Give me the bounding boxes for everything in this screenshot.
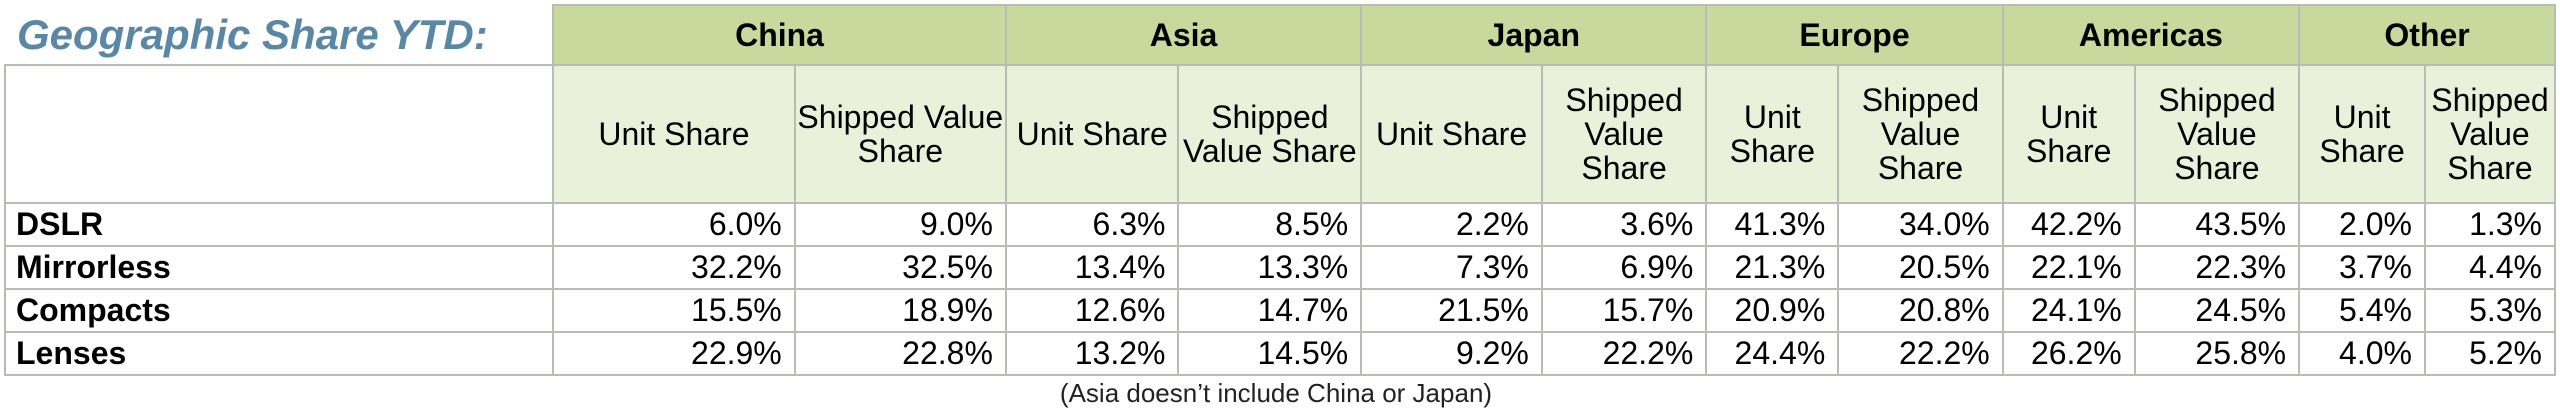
table-cell: 4.0% xyxy=(2298,331,2426,376)
table-cell: 1.3% xyxy=(2423,202,2557,247)
table-cell: 5.4% xyxy=(2298,288,2426,333)
table-cell: 13.2% xyxy=(1004,331,1180,376)
table-cell: 6.9% xyxy=(1540,245,1708,290)
table-cell: 2.0% xyxy=(2298,202,2426,247)
table-cell: 22.2% xyxy=(1540,331,1708,376)
table-cell: 22.9% xyxy=(552,331,796,376)
table-cell: 13.3% xyxy=(1177,245,1363,290)
table-cell: 7.3% xyxy=(1360,245,1543,290)
column-header: Shipped Value Share xyxy=(1540,64,1708,204)
table-cell: 20.5% xyxy=(1837,245,2004,290)
table-cell: 6.0% xyxy=(552,202,796,247)
table-cell: 32.5% xyxy=(793,245,1007,290)
row-label: Mirrorless xyxy=(3,245,555,290)
table-cell: 42.2% xyxy=(2001,202,2136,247)
table-cell: 3.7% xyxy=(2298,245,2426,290)
table-cell: 9.2% xyxy=(1360,331,1543,376)
column-header: Shipped Value Share xyxy=(2133,64,2301,204)
table-cell: 5.3% xyxy=(2423,288,2557,333)
table-row: Mirrorless 32.2% 32.5% 13.4% 13.3% 7.3% … xyxy=(3,245,2557,290)
row-label: Compacts xyxy=(3,288,555,333)
table-cell: 34.0% xyxy=(1837,202,2004,247)
table-cell: 43.5% xyxy=(2133,202,2301,247)
geographic-share-table: Geographic Share YTD: China Asia Japan E… xyxy=(3,4,2557,376)
column-header: Shipped Value Share xyxy=(2423,64,2557,204)
footnote: (Asia doesn’t include China or Japan) xyxy=(1059,378,1493,408)
table-cell: 6.3% xyxy=(1004,202,1180,247)
table-cell: 15.7% xyxy=(1540,288,1708,333)
table-cell: 3.6% xyxy=(1540,202,1708,247)
table-cell: 24.4% xyxy=(1705,331,1840,376)
table-cell: 25.8% xyxy=(2133,331,2301,376)
region-header-row: Geographic Share YTD: China Asia Japan E… xyxy=(5,4,2556,66)
table-cell: 13.4% xyxy=(1004,245,1180,290)
table-cell: 14.7% xyxy=(1177,288,1363,333)
table-cell: 24.5% xyxy=(2133,288,2301,333)
table-cell: 5.2% xyxy=(2423,331,2557,376)
metric-header-row: Unit Share Shipped Value Share Unit Shar… xyxy=(3,64,2557,204)
page-title: Geographic Share YTD: xyxy=(17,10,488,58)
table-cell: 32.2% xyxy=(552,245,796,290)
table-cell: 22.2% xyxy=(1837,331,2004,376)
table-cell: 21.3% xyxy=(1705,245,1840,290)
table-cell: 8.5% xyxy=(1177,202,1363,247)
region-header-europe: Europe xyxy=(1705,4,2004,66)
column-header: Shipped Value Share xyxy=(1177,64,1363,204)
region-header-other: Other xyxy=(2298,4,2556,66)
table-cell: 15.5% xyxy=(552,288,796,333)
row-label-header xyxy=(3,64,555,204)
table-cell: 41.3% xyxy=(1705,202,1840,247)
region-header-americas: Americas xyxy=(2001,4,2301,66)
table-cell: 22.1% xyxy=(2001,245,2136,290)
column-header: Unit Share xyxy=(552,64,796,204)
column-header: Unit Share xyxy=(2001,64,2136,204)
column-header: Unit Share xyxy=(1360,64,1543,204)
table-row: Compacts 15.5% 18.9% 12.6% 14.7% 21.5% 1… xyxy=(3,288,2557,333)
table-cell: 21.5% xyxy=(1360,288,1543,333)
row-label: Lenses xyxy=(3,331,555,376)
table-row: DSLR 6.0% 9.0% 6.3% 8.5% 2.2% 3.6% 41.3%… xyxy=(3,202,2557,247)
table-cell: 4.4% xyxy=(2423,245,2557,290)
column-header: Unit Share xyxy=(2298,64,2426,204)
table-cell: 18.9% xyxy=(793,288,1007,333)
table-cell: 2.2% xyxy=(1360,202,1543,247)
table-cell: 20.9% xyxy=(1705,288,1840,333)
table-cell: 22.8% xyxy=(793,331,1007,376)
column-header: Shipped Value Share xyxy=(1837,64,2004,204)
table-cell: 9.0% xyxy=(793,202,1007,247)
row-label: DSLR xyxy=(3,202,555,247)
region-header-china: China xyxy=(552,4,1007,66)
table-row: Lenses 22.9% 22.8% 13.2% 14.5% 9.2% 22.2… xyxy=(3,331,2557,376)
table-cell: 14.5% xyxy=(1177,331,1363,376)
region-header-japan: Japan xyxy=(1360,4,1708,66)
title-cell: Geographic Share YTD: xyxy=(5,5,555,66)
column-header: Unit Share xyxy=(1004,64,1180,204)
column-header: Unit Share xyxy=(1705,64,1840,204)
table-cell: 26.2% xyxy=(2001,331,2136,376)
region-header-asia: Asia xyxy=(1004,4,1363,66)
column-header: Shipped Value Share xyxy=(793,64,1007,204)
table-cell: 20.8% xyxy=(1837,288,2004,333)
table-cell: 22.3% xyxy=(2133,245,2301,290)
table-cell: 12.6% xyxy=(1004,288,1180,333)
table-cell: 24.1% xyxy=(2001,288,2136,333)
